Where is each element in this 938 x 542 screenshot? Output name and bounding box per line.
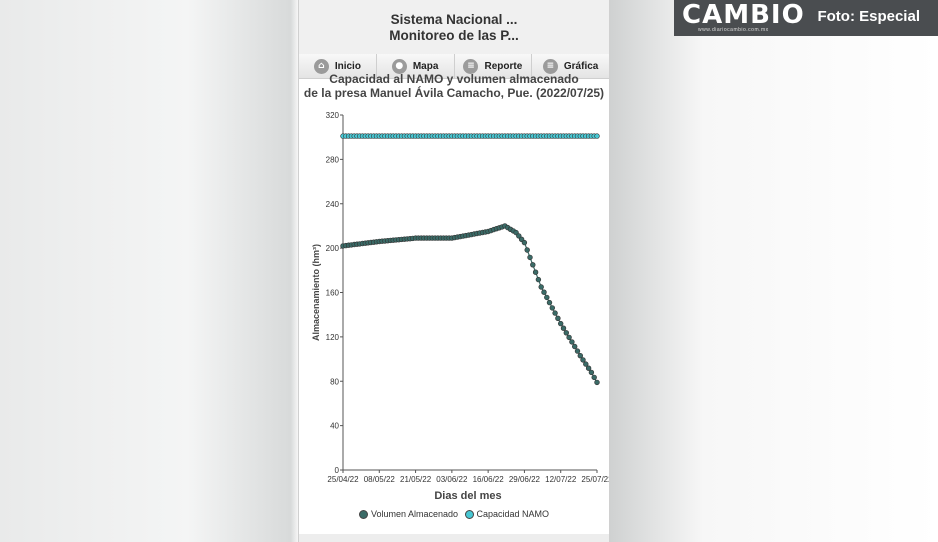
map-pin-icon: ● xyxy=(391,58,407,74)
legend-marker-volumen xyxy=(358,509,368,519)
data-point-0 xyxy=(563,330,569,336)
y-tick-label: 120 xyxy=(326,333,340,342)
storage-chart: 0 40 80 120 160 200 240 280 320 25/04/22 08/05/22 2… xyxy=(311,111,609,502)
phone-bottom-bar xyxy=(299,534,609,542)
x-tick-label: 08/05/22 xyxy=(364,475,396,484)
legend-marker-namo xyxy=(464,509,474,519)
data-point-0 xyxy=(530,262,536,268)
y-tick-label: 80 xyxy=(330,377,339,386)
y-tick-label: 320 xyxy=(326,111,340,120)
y-tick-label: 0 xyxy=(335,466,340,475)
data-point-0 xyxy=(574,348,581,354)
data-point-0 xyxy=(591,374,597,381)
nav-mapa-label: Mapa xyxy=(412,60,439,72)
data-point-0 xyxy=(538,284,544,290)
x-tick-label: 21/05/22 xyxy=(400,475,432,484)
legend-label-volumen: Volumen Almacenado xyxy=(370,509,458,519)
data-point-0 xyxy=(535,276,542,283)
data-point-0 xyxy=(577,353,583,359)
legend-label-namo: Capacidad NAMO xyxy=(476,509,550,519)
data-point-0 xyxy=(527,254,533,261)
data-point-0 xyxy=(566,334,572,341)
x-tick-label: 25/07/22 xyxy=(581,475,609,484)
x-tick-label: 16/06/22 xyxy=(473,475,505,484)
x-tick-label: 25/04/22 xyxy=(327,475,359,484)
nav-inicio-label: Inicio xyxy=(334,60,361,72)
app-header: Sistema Nacional ... Monitoreo de las P.… xyxy=(299,0,609,54)
chart-title-line-2: de la presa Manuel Ávila Camacho, Pue. (… xyxy=(303,86,605,100)
nav-reporte-label: Reporte xyxy=(484,60,523,72)
data-point-0 xyxy=(521,239,528,246)
cambio-logo: CAMBIO xyxy=(682,0,805,30)
y-tick-label: 240 xyxy=(326,200,340,209)
navbar: ⌂ Inicio ● Mapa ≡ Reporte ≡ Gráfica xyxy=(299,54,609,79)
series-line-0 xyxy=(342,225,598,383)
data-point-0 xyxy=(549,305,556,311)
y-tick-label: 280 xyxy=(326,155,340,164)
data-point-0 xyxy=(546,299,553,306)
menu-icon: ≡ xyxy=(463,58,479,74)
data-point-0 xyxy=(588,369,595,376)
data-point-0 xyxy=(552,310,558,316)
data-point-0 xyxy=(532,269,539,275)
data-point-0 xyxy=(583,361,589,367)
data-point-0 xyxy=(572,343,578,350)
data-point-0 xyxy=(585,365,592,371)
y-tick-label: 160 xyxy=(326,289,340,298)
y-tick-label: 40 xyxy=(330,422,339,431)
data-point-0 xyxy=(580,357,586,363)
photo-credit: Foto: Especial xyxy=(817,8,920,25)
chart-legend: Volumen Almacenado Capacidad NAMO xyxy=(299,509,609,521)
nav-grafica-label: Gráfica xyxy=(563,60,599,72)
data-point-0 xyxy=(555,315,561,321)
chart-title-line-1: Capacidad al NAMO y volumen almacenado xyxy=(329,72,579,86)
x-tick-label: 03/06/22 xyxy=(436,475,468,484)
data-point-0 xyxy=(516,233,522,239)
app-title-line-2: Monitoreo de las P... xyxy=(389,28,519,43)
data-point-0 xyxy=(541,289,547,295)
data-point-0 xyxy=(524,247,530,253)
x-tick-label: 29/06/22 xyxy=(509,475,541,484)
x-axis-title: Dias del mes xyxy=(434,490,501,502)
nav-inicio-button[interactable]: ⌂ Inicio xyxy=(299,54,377,78)
data-point-0 xyxy=(544,294,550,301)
nav-reporte-button[interactable]: ≡ Reporte xyxy=(454,54,533,78)
y-axis-title: Almacenamiento (hm³) xyxy=(311,244,321,341)
chart-title: Capacidad al NAMO y volumen almacenado d… xyxy=(299,72,609,100)
cambio-url: www.diariocambio.com.mx xyxy=(698,27,769,33)
data-point-0 xyxy=(569,339,575,345)
app-title-line-1: Sistema Nacional ... xyxy=(390,12,518,27)
legend-item-volumen[interactable]: Volumen Almacenado xyxy=(358,509,458,519)
data-point-0 xyxy=(558,320,564,327)
legend-item-namo[interactable]: Capacidad NAMO xyxy=(464,509,550,519)
menu-icon: ≡ xyxy=(542,58,558,74)
watermark-badge: CAMBIO www.diariocambio.com.mx Foto: Esp… xyxy=(674,0,938,36)
home-icon: ⌂ xyxy=(313,58,329,74)
x-tick-label: 12/07/22 xyxy=(545,475,577,484)
y-tick-label: 200 xyxy=(326,244,340,253)
data-point-1 xyxy=(594,133,600,139)
nav-mapa-button[interactable]: ● Mapa xyxy=(376,54,455,78)
data-point-0 xyxy=(594,379,600,386)
phone-screen: Sistema Nacional ... Monitoreo de las P.… xyxy=(298,0,610,542)
data-point-0 xyxy=(560,325,567,331)
nav-grafica-button[interactable]: ≡ Gráfica xyxy=(532,54,609,78)
